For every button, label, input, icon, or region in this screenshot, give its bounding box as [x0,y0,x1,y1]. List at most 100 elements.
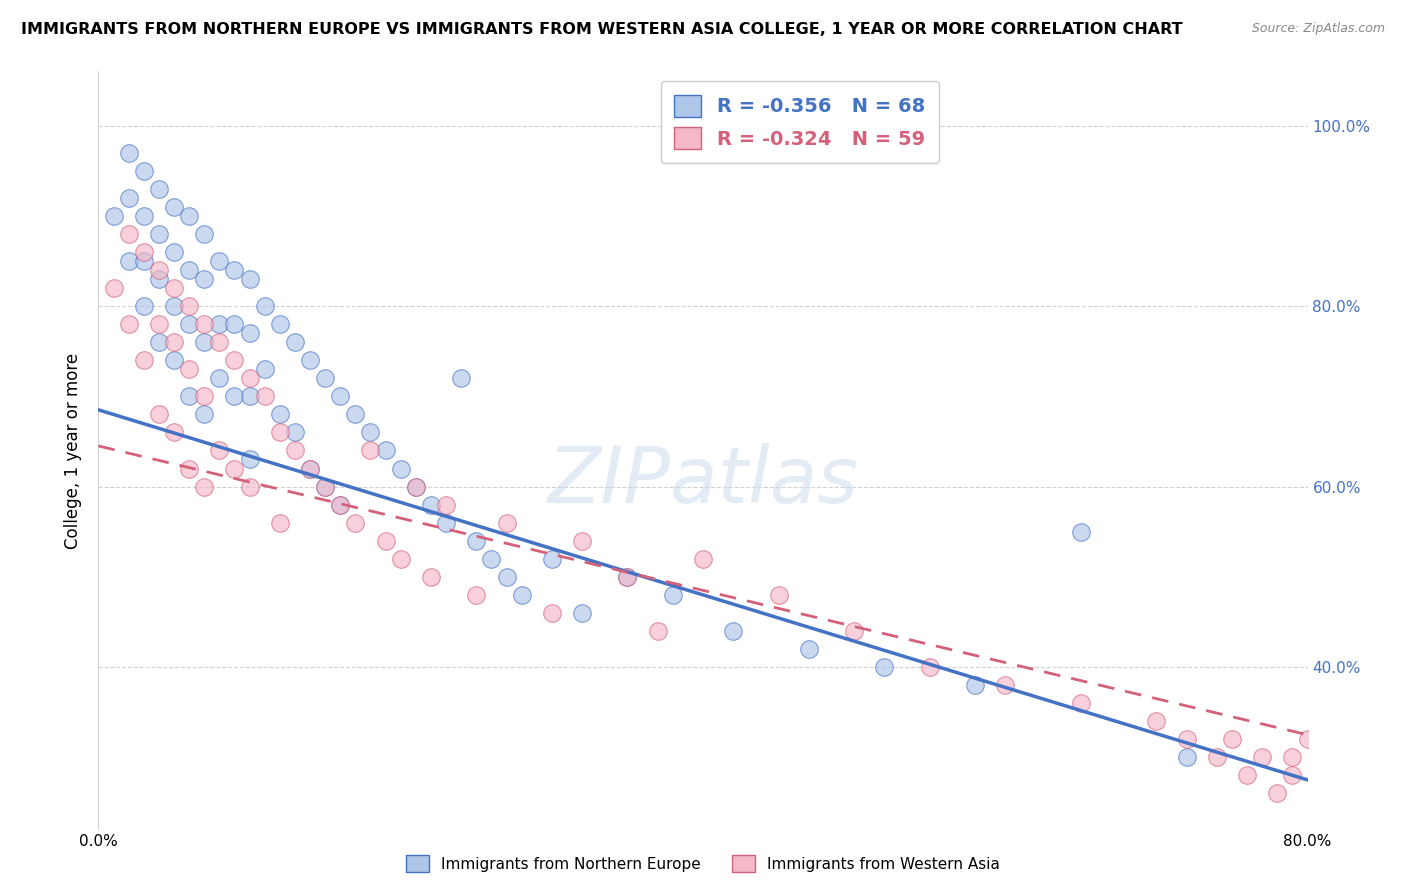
Point [344,408,367,422]
Point [103,209,125,223]
Point [179,389,201,403]
Point [118,254,141,268]
Point [389,461,412,475]
Point [918,660,941,674]
Point [844,624,866,638]
Point [239,479,262,493]
Point [450,371,472,385]
Point [179,299,201,313]
Point [253,362,276,376]
Point [269,408,291,422]
Point [314,479,336,493]
Point [329,498,352,512]
Point [374,443,396,458]
Point [253,299,276,313]
Point [179,461,201,475]
Point [132,209,155,223]
Point [163,335,186,350]
Point [224,317,246,331]
Point [118,227,141,241]
Point [163,244,186,259]
Point [329,498,352,512]
Point [224,263,246,277]
Point [148,335,170,350]
Point [269,425,291,440]
Point [208,317,231,331]
Point [1070,696,1092,710]
Point [723,624,745,638]
Point [253,389,276,403]
Point [208,443,231,458]
Point [148,272,170,286]
Point [965,678,987,692]
Point [132,254,155,268]
Point [193,317,215,331]
Point [374,533,396,548]
Point [208,254,231,268]
Point [148,182,170,196]
Point [360,443,382,458]
Point [163,299,186,313]
Point [193,272,215,286]
Point [193,335,215,350]
Point [540,606,562,620]
Point [661,588,683,602]
Point [239,452,262,467]
Point [163,353,186,368]
Point [132,353,155,368]
Point [405,479,427,493]
Point [434,516,457,530]
Point [132,299,155,313]
Point [1206,750,1229,764]
Point [224,353,246,368]
Point [873,660,896,674]
Point [103,281,125,295]
Point [208,371,231,385]
Point [1144,714,1167,729]
Legend: R = -0.356   N = 68, R = -0.324   N = 59: R = -0.356 N = 68, R = -0.324 N = 59 [661,81,939,163]
Point [481,551,503,566]
Point [224,461,246,475]
Point [1175,750,1198,764]
Point [148,263,170,277]
Point [269,516,291,530]
Point [179,263,201,277]
Point [224,389,246,403]
Point [495,516,517,530]
Point [434,498,457,512]
Point [1267,787,1289,801]
Point [314,479,336,493]
Point [344,516,367,530]
Point [994,678,1017,692]
Point [465,533,488,548]
Point [420,498,443,512]
Point [193,408,215,422]
Point [163,281,186,295]
Point [329,389,352,403]
Point [616,570,638,584]
Point [284,443,307,458]
Point [148,227,170,241]
Point [692,551,714,566]
Point [571,533,593,548]
Point [1220,732,1243,747]
Point [768,588,790,602]
Point [284,335,307,350]
Point [465,588,488,602]
Point [239,389,262,403]
Point [1070,524,1092,539]
Legend: Immigrants from Northern Europe, Immigrants from Western Asia: Immigrants from Northern Europe, Immigra… [399,847,1007,880]
Point [148,317,170,331]
Point [405,479,427,493]
Point [420,570,443,584]
Point [193,479,215,493]
Point [1251,750,1274,764]
Point [797,642,820,657]
Point [239,326,262,340]
Point [1296,732,1319,747]
Point [299,353,322,368]
Point [647,624,669,638]
Point [148,408,170,422]
Text: ZIPatlas: ZIPatlas [547,442,859,519]
Point [163,200,186,214]
